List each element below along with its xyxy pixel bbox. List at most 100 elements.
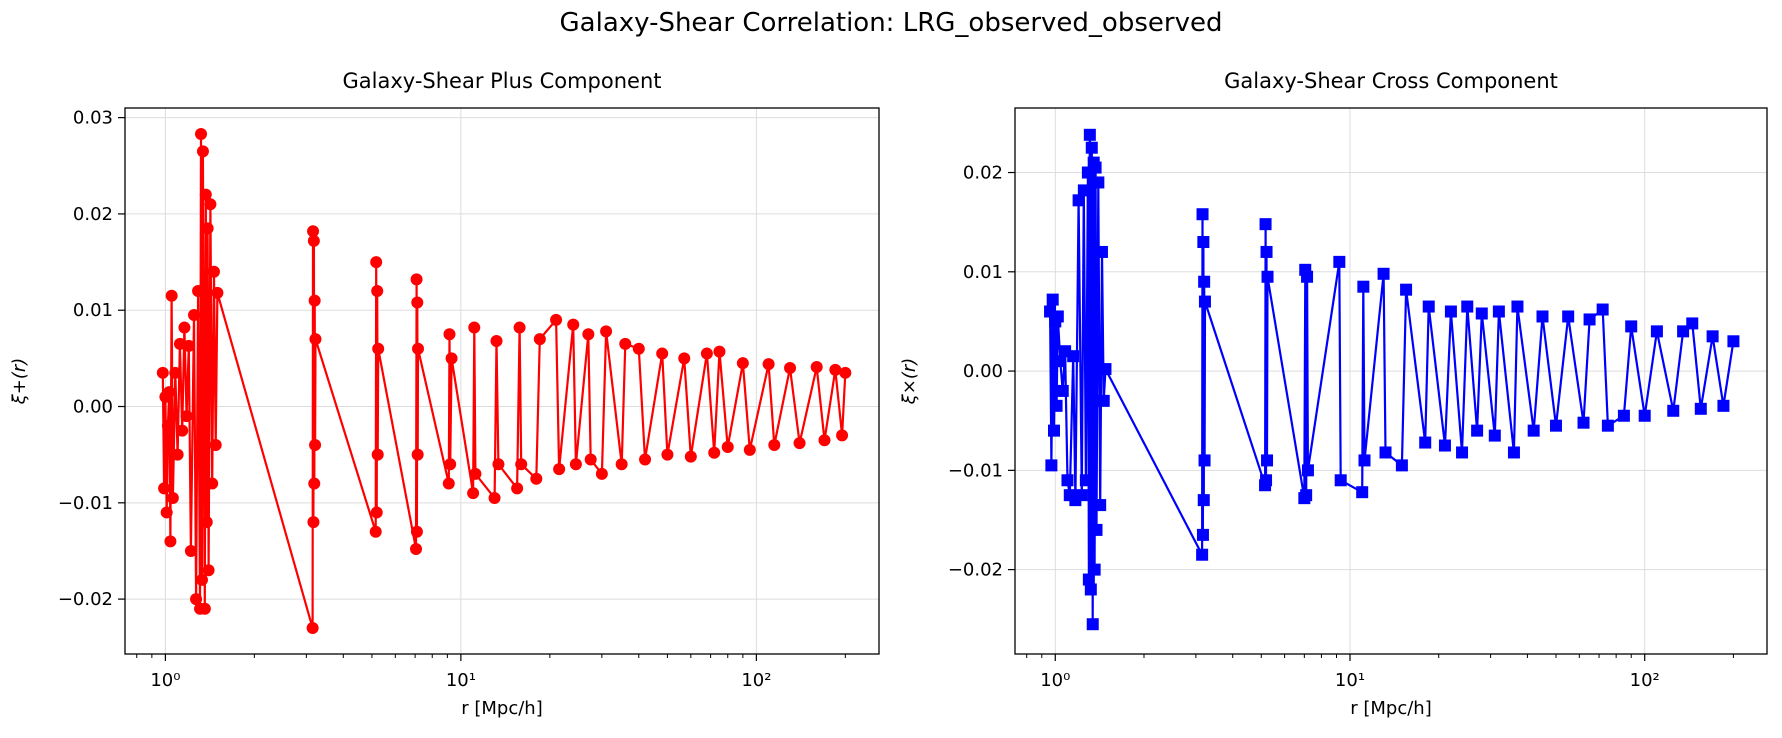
data-point-marker bbox=[492, 458, 505, 471]
data-point-marker bbox=[656, 347, 669, 360]
data-point-marker bbox=[1094, 499, 1107, 512]
data-point-marker bbox=[206, 477, 219, 490]
data-point-marker bbox=[490, 335, 503, 348]
data-point-marker bbox=[768, 439, 781, 452]
data-point-marker bbox=[1527, 424, 1540, 437]
data-point-marker bbox=[309, 333, 322, 346]
data-point-marker bbox=[684, 450, 697, 463]
data-point-marker bbox=[371, 448, 384, 461]
data-point-marker bbox=[370, 506, 383, 519]
data-point-marker bbox=[467, 487, 480, 500]
data-point-marker bbox=[513, 321, 526, 334]
data-point-marker bbox=[1456, 446, 1469, 459]
x-tick-label: 10¹ bbox=[1335, 670, 1365, 691]
data-point-marker bbox=[196, 145, 209, 158]
data-point-marker bbox=[1475, 307, 1488, 320]
data-point-marker bbox=[1300, 489, 1313, 502]
data-point-marker bbox=[700, 347, 713, 360]
data-point-marker bbox=[784, 362, 797, 374]
data-point-marker bbox=[533, 333, 546, 346]
data-point-marker bbox=[182, 339, 195, 352]
data-point-marker bbox=[1061, 474, 1074, 487]
series-group bbox=[1044, 128, 1740, 631]
data-point-marker bbox=[1196, 548, 1209, 561]
data-point-marker bbox=[171, 448, 184, 461]
data-point-marker bbox=[1638, 409, 1651, 422]
x-tick-label: 10¹ bbox=[446, 670, 476, 691]
data-point-marker bbox=[1198, 275, 1211, 288]
data-point-marker bbox=[553, 463, 566, 476]
data-point-marker bbox=[209, 439, 222, 452]
data-point-marker bbox=[1047, 424, 1060, 437]
x-axis-label: r [Mpc/h] bbox=[1350, 698, 1432, 719]
data-point-marker bbox=[371, 284, 384, 297]
data-point-marker bbox=[1054, 355, 1067, 368]
data-point-marker bbox=[1694, 402, 1707, 415]
data-point-marker bbox=[412, 342, 425, 355]
data-point-marker bbox=[1075, 489, 1088, 502]
data-point-marker bbox=[200, 516, 213, 529]
data-point-marker bbox=[370, 256, 383, 269]
data-point-marker bbox=[1196, 528, 1209, 541]
x-tick-label: 10⁰ bbox=[150, 670, 180, 691]
data-point-marker bbox=[1261, 454, 1274, 467]
data-point-marker bbox=[1083, 128, 1096, 141]
data-point-marker bbox=[1051, 310, 1064, 323]
data-point-marker bbox=[1334, 474, 1347, 487]
data-point-marker bbox=[156, 366, 169, 379]
y-axis-label: ξ×(r) bbox=[899, 358, 920, 406]
data-point-marker bbox=[201, 222, 214, 235]
axes-frame bbox=[124, 107, 880, 655]
data-point-marker bbox=[511, 482, 524, 495]
data-point-marker bbox=[199, 188, 212, 201]
data-point-marker bbox=[469, 467, 482, 480]
data-point-marker bbox=[1301, 270, 1314, 283]
data-point-marker bbox=[1085, 141, 1098, 154]
series-line bbox=[161, 133, 847, 629]
data-point-marker bbox=[1095, 245, 1108, 258]
panel-title: Galaxy-Shear Cross Component bbox=[1224, 69, 1558, 93]
data-point-marker bbox=[1686, 317, 1699, 330]
data-point-marker bbox=[515, 458, 528, 471]
data-point-marker bbox=[1357, 280, 1370, 293]
data-point-marker bbox=[195, 128, 208, 140]
y-tick-label: 0.02 bbox=[963, 163, 1003, 184]
data-point-marker bbox=[1422, 300, 1435, 313]
data-point-marker bbox=[1046, 293, 1059, 306]
data-point-marker bbox=[1261, 270, 1274, 283]
data-point-marker bbox=[308, 294, 321, 307]
data-point-marker bbox=[1067, 350, 1080, 363]
data-point-marker bbox=[369, 525, 382, 538]
data-point-marker bbox=[818, 434, 831, 447]
data-point-marker bbox=[166, 492, 179, 504]
data-point-marker bbox=[1097, 394, 1110, 407]
data-point-marker bbox=[176, 424, 189, 437]
data-point-marker bbox=[410, 543, 423, 556]
data-point-marker bbox=[307, 516, 320, 529]
data-point-marker bbox=[1084, 583, 1097, 596]
data-point-marker bbox=[1562, 310, 1575, 323]
y-tick-label: −0.02 bbox=[58, 589, 113, 610]
data-point-marker bbox=[1583, 313, 1596, 326]
data-point-marker bbox=[1727, 335, 1740, 348]
data-point-marker bbox=[1488, 429, 1501, 442]
data-point-marker bbox=[211, 286, 224, 299]
x-tick-label: 10² bbox=[741, 670, 771, 691]
data-point-marker bbox=[1625, 320, 1638, 333]
data-point-marker bbox=[1090, 523, 1103, 536]
data-point-marker bbox=[1650, 325, 1663, 338]
data-point-marker bbox=[160, 506, 173, 519]
data-point-marker bbox=[1706, 330, 1719, 343]
data-point-marker bbox=[1717, 399, 1730, 412]
data-point-marker bbox=[158, 482, 171, 495]
data-point-marker bbox=[550, 313, 563, 326]
data-point-marker bbox=[202, 564, 215, 577]
data-point-marker bbox=[584, 453, 597, 466]
data-point-marker bbox=[582, 328, 595, 341]
data-point-marker bbox=[1079, 474, 1092, 487]
data-point-marker bbox=[1198, 295, 1211, 308]
data-point-marker bbox=[1492, 305, 1505, 318]
axes-frame bbox=[1014, 107, 1768, 655]
data-point-marker bbox=[762, 358, 775, 371]
data-point-marker bbox=[1419, 436, 1432, 449]
